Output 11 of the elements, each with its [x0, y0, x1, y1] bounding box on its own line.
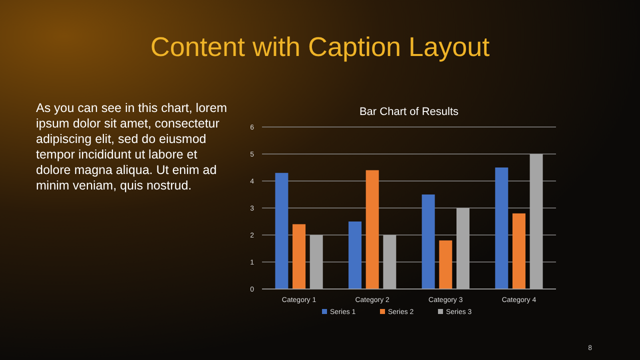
bar — [512, 213, 526, 289]
bar — [439, 240, 452, 289]
bar — [348, 222, 362, 289]
text: As you can see in this chart, lorem ipsum dolor sit amet, consectetur adipiscing elit, sed do eiusmod tempor incididunt ut labore et dolore magna aliqua. Ut enim ad minim veniam, quis nostrud. — [36, 101, 228, 192]
chart-subtitle: Bar Chart of Results — [359, 106, 460, 118]
bar — [366, 170, 379, 289]
bar — [422, 194, 435, 289]
bar — [292, 224, 306, 289]
bar — [275, 172, 288, 289]
bar — [495, 168, 508, 289]
chart-title: Content with Caption Layout — [150, 32, 490, 62]
